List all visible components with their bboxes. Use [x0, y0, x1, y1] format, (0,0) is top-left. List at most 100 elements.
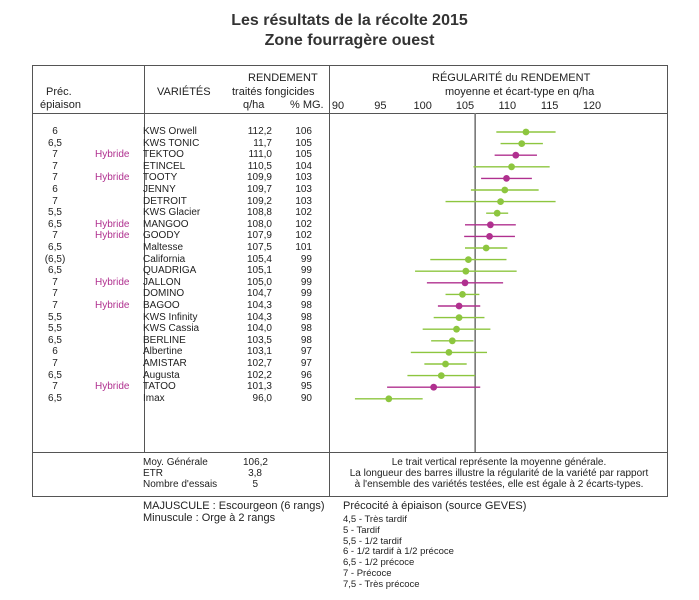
header-varietes: VARIÉTÉS — [157, 86, 211, 98]
cell-mg: 102 — [295, 230, 312, 242]
note-line-2: La longueur des barres illustre la régul… — [349, 468, 649, 479]
cell-qha: 104,3 — [246, 311, 272, 323]
cell-qha: 111,0 — [248, 149, 272, 161]
cell-mg: 105 — [295, 149, 312, 161]
mean-point — [462, 267, 470, 275]
cell-mg: 97 — [300, 358, 312, 369]
cell-variete: Imax — [143, 392, 165, 404]
mean-point — [448, 337, 456, 345]
cell-prec: 5,5 — [48, 323, 62, 335]
precocite-item: 6,5 - 1/2 précoce — [343, 557, 415, 569]
cell-prec: 5,5 — [48, 207, 62, 219]
mean-point — [430, 383, 438, 391]
cell-hybride: Hybride — [95, 149, 130, 161]
table-row: 7 DETROIT 109,2 103 — [0, 196, 330, 208]
cell-qha: 107,9 — [246, 230, 272, 242]
cell-mg: 101 — [295, 242, 312, 253]
cell-mg: 99 — [300, 265, 312, 277]
cell-prec: 6,5 — [48, 369, 62, 381]
mean-point — [455, 314, 463, 321]
summary-moy-value: 106,2 — [242, 457, 268, 468]
legend-majuscule: MAJUSCULE : Escourgeon (6 rangs) — [143, 500, 325, 512]
mean-point — [461, 279, 469, 287]
cell-prec: 7 — [52, 300, 58, 311]
mean-point — [493, 209, 501, 217]
mean-point — [385, 395, 393, 403]
column-separator-plot — [329, 65, 330, 497]
cell-variete: California — [143, 253, 186, 265]
cell-prec: (6,5) — [44, 253, 66, 265]
cell-qha: 103,1 — [246, 346, 272, 358]
cell-qha: 104,0 — [246, 323, 272, 335]
mean-point — [508, 163, 515, 171]
mean-point — [442, 360, 449, 368]
table-row: 6,5 BERLINE 103,5 98 — [0, 335, 330, 347]
cell-mg: 99 — [300, 253, 312, 265]
header-prec: Préc. — [46, 86, 72, 98]
cell-qha: 102,7 — [246, 358, 272, 369]
cell-prec: 7 — [52, 381, 58, 393]
precocite-item: 5 - Tardif — [343, 524, 380, 536]
mean-point — [497, 198, 504, 206]
cell-qha: 110,5 — [247, 160, 272, 172]
table-row: 7 Hybride BAGOO 104,3 98 — [0, 300, 330, 312]
cell-qha: 96,0 — [252, 392, 272, 404]
cell-variete: AMISTAR — [143, 358, 187, 369]
mean-point — [482, 244, 490, 252]
cell-mg: 102 — [295, 218, 312, 230]
mean-point — [486, 233, 493, 240]
cell-prec: 6,5 — [48, 265, 62, 277]
table-row: 6,5 Maltesse 107,5 101 — [0, 242, 330, 254]
cell-prec: 7 — [52, 288, 58, 300]
mean-point — [501, 186, 509, 194]
cell-prec: 6,5 — [48, 137, 62, 149]
cell-hybride: Hybride — [95, 230, 130, 242]
summary-essais-label: Nombre d'essais — [143, 479, 218, 490]
x-tick-label: 105 — [456, 100, 474, 112]
table-row: 7 Hybride TEKTOO 111,0 105 — [0, 149, 330, 161]
cell-qha: 101,3 — [246, 381, 272, 393]
table-row: (6,5) California 105,4 99 — [0, 254, 330, 266]
cell-mg: 96 — [300, 369, 312, 381]
mean-point — [459, 291, 466, 298]
table-row: 6,5 QUADRIGA 105,1 99 — [0, 265, 330, 277]
cell-qha: 11,7 — [253, 137, 272, 149]
table-row: 6 Albertine 103,1 97 — [0, 346, 330, 358]
x-tick-label: 110 — [499, 100, 517, 112]
table-row: 7 Hybride JALLON 105,0 99 — [0, 277, 330, 289]
cell-variete: QUADRIGA — [143, 265, 197, 277]
table-row: 7 ETINCEL 110,5 104 — [0, 161, 330, 173]
cell-hybride: Hybride — [95, 276, 130, 288]
precocite-item: 4,5 - Très tardif — [343, 514, 407, 525]
summary-etr-label: ETR — [143, 468, 163, 479]
legend-minuscule: Minuscule : Orge à 2 rangs — [143, 512, 276, 524]
cell-qha: 109,2 — [246, 195, 272, 207]
cell-prec: 6,5 — [48, 392, 62, 404]
mean-point — [455, 302, 463, 310]
mean-point — [464, 256, 472, 263]
cell-prec: 6,5 — [48, 218, 62, 230]
cell-variete: KWS Cassia — [143, 323, 200, 335]
cell-prec: 7 — [52, 160, 58, 172]
cell-prec: 7 — [52, 172, 58, 184]
table-row: 7 Hybride TATOO 101,3 95 — [0, 381, 330, 393]
cell-mg: 98 — [300, 300, 312, 311]
table-row: 6,5 Imax 96,0 90 — [0, 393, 330, 405]
cell-variete: TOOTY — [143, 172, 178, 184]
cell-prec: 7 — [52, 230, 58, 242]
cell-qha: 105,0 — [246, 276, 272, 288]
cell-variete: DETROIT — [143, 195, 187, 207]
cell-mg: 98 — [300, 334, 312, 346]
cell-variete: Maltesse — [143, 242, 184, 253]
precocite-item: 7 - Précoce — [343, 568, 392, 579]
cell-variete: KWS Infinity — [143, 311, 198, 323]
chart-title-line2: Zone fourragère ouest — [264, 32, 435, 49]
footer-separator — [32, 452, 668, 453]
cell-mg: 105 — [295, 137, 312, 149]
cell-prec: 7 — [52, 358, 58, 369]
cell-mg: 97 — [300, 346, 312, 358]
cell-qha: 109,7 — [246, 184, 272, 195]
cell-prec: 7 — [52, 276, 58, 288]
cell-prec: 5,5 — [48, 311, 62, 323]
